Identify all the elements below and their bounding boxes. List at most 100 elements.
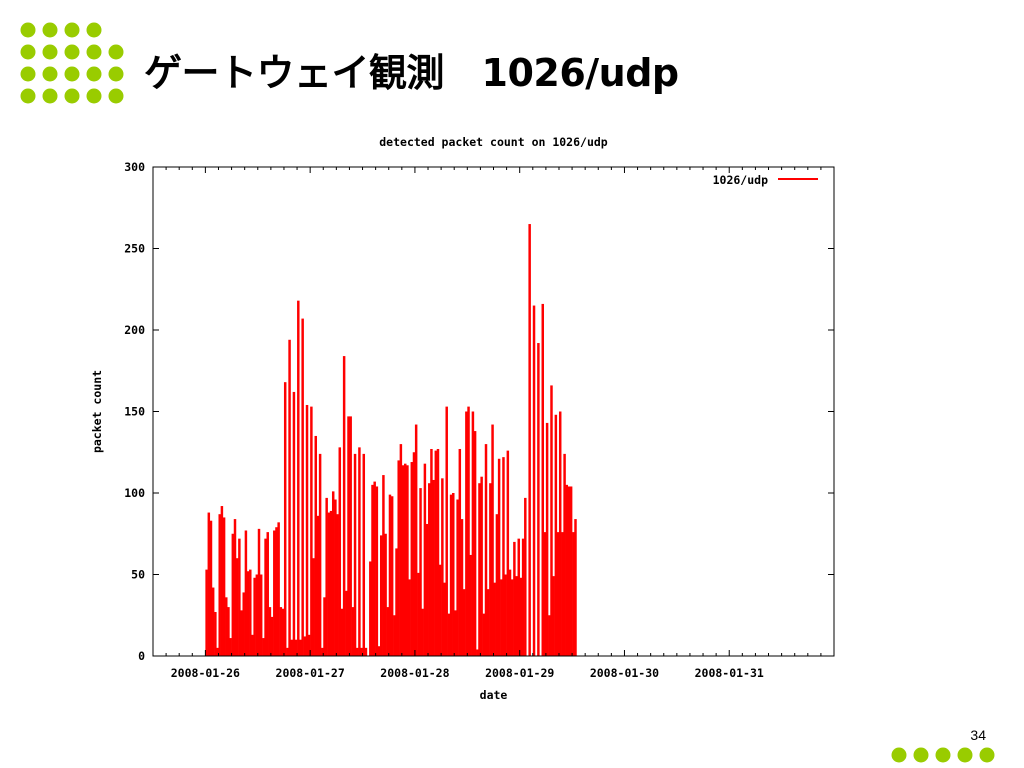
bar (305, 404, 309, 656)
bar (325, 497, 328, 656)
bar (312, 558, 315, 656)
bar (390, 496, 394, 656)
bar (395, 548, 398, 656)
bar (345, 590, 348, 656)
bar (552, 576, 555, 656)
bar (519, 577, 523, 656)
bar (558, 411, 562, 656)
bar (563, 453, 566, 656)
dot (86, 66, 102, 82)
decorative-dots-top-left (20, 22, 124, 104)
bar (297, 300, 300, 656)
bar (369, 561, 372, 656)
bar (393, 615, 396, 656)
bar (473, 431, 477, 656)
bar (565, 484, 569, 656)
bar (425, 523, 429, 656)
bar (338, 447, 342, 656)
dot (86, 44, 102, 60)
bar (371, 484, 374, 656)
bar (347, 416, 350, 656)
bar (508, 569, 512, 656)
y-tick-label: 150 (124, 405, 145, 419)
bar (443, 582, 446, 656)
bar (493, 582, 496, 656)
bar (504, 574, 507, 656)
dot (20, 88, 36, 104)
bar (410, 462, 414, 656)
bar-group (205, 224, 577, 657)
bar (454, 610, 457, 656)
bar (458, 448, 462, 656)
bar (434, 450, 438, 656)
dot (20, 22, 36, 38)
bar (342, 356, 346, 656)
dot (20, 44, 36, 60)
bar (452, 493, 455, 656)
bar (316, 515, 320, 656)
bar (257, 528, 261, 656)
dot (64, 44, 80, 60)
chart-title: detected packet count on 1026/udp (379, 135, 608, 149)
bar (399, 444, 403, 656)
bar (299, 639, 302, 656)
bar (548, 615, 551, 656)
dot (979, 747, 995, 763)
bar (244, 530, 248, 656)
bar (419, 488, 422, 656)
bar (500, 579, 503, 656)
bar (436, 448, 440, 656)
bar (515, 576, 518, 656)
bar (524, 497, 527, 656)
dot (42, 44, 58, 60)
bar (484, 444, 488, 656)
bar (283, 382, 287, 656)
bar (377, 646, 381, 656)
bar (231, 533, 235, 656)
packet-count-chart: detected packet count on 1026/udp 0 50 100… (90, 135, 835, 702)
bar (447, 613, 451, 656)
bar (467, 406, 470, 656)
bar (253, 577, 256, 656)
bar (404, 463, 407, 656)
bar (537, 343, 540, 656)
x-axis-label: date (480, 688, 508, 702)
bar (259, 574, 263, 656)
bar (489, 483, 492, 656)
bar (545, 422, 549, 656)
bar (497, 458, 501, 656)
y-tick-label: 0 (138, 649, 145, 663)
bar (240, 610, 243, 656)
dot (64, 22, 80, 38)
bar (205, 569, 208, 656)
bar (233, 519, 237, 656)
bar (327, 512, 331, 656)
bar (358, 447, 361, 656)
dot (42, 88, 58, 104)
bar (336, 514, 339, 656)
bar (251, 634, 254, 656)
bar (246, 571, 250, 656)
bar (471, 411, 475, 656)
bar (554, 414, 558, 656)
bar (482, 613, 486, 656)
bar (364, 647, 368, 656)
bar (255, 574, 259, 656)
bar (401, 465, 405, 656)
bar (421, 608, 424, 656)
bar (491, 424, 494, 656)
dot (108, 66, 124, 82)
dot (42, 66, 58, 82)
dot (957, 747, 973, 763)
bar (270, 616, 274, 656)
bar (469, 554, 472, 656)
bar (373, 481, 376, 656)
x-tick-label: 2008-01-28 (380, 666, 449, 680)
bar (362, 453, 366, 656)
bar (528, 224, 531, 657)
x-tick-label: 2008-01-30 (590, 666, 659, 680)
bar (408, 579, 411, 656)
bar (266, 532, 269, 656)
bar (286, 647, 289, 656)
bar (513, 541, 516, 656)
